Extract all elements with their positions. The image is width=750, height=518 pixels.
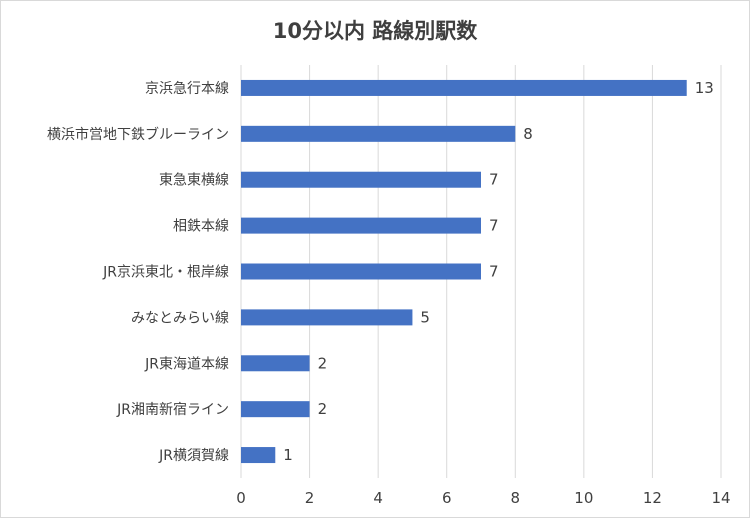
- data-label: 7: [489, 217, 499, 235]
- data-label: 2: [318, 400, 328, 418]
- x-tick-label: 8: [511, 489, 521, 507]
- x-tick-label: 4: [373, 489, 383, 507]
- bar: [241, 355, 310, 372]
- category-label: 東急東横線: [159, 173, 229, 189]
- category-label: JR京浜東北・根岸線: [102, 265, 229, 281]
- data-label: 1: [283, 446, 293, 464]
- category-label: JR湘南新宿ライン: [116, 401, 229, 418]
- bar: [241, 125, 516, 142]
- x-tick-label: 2: [305, 489, 315, 507]
- category-label: 横浜市営地下鉄ブルーライン: [47, 126, 229, 143]
- data-label: 7: [489, 171, 499, 189]
- data-label: 2: [318, 354, 328, 372]
- data-label: 5: [420, 308, 430, 326]
- category-label: 相鉄本線: [173, 219, 229, 235]
- category-label: 京浜急行本線: [145, 81, 229, 97]
- x-tick-label: 12: [643, 489, 662, 507]
- category-label: JR横須賀線: [158, 448, 229, 464]
- data-label: 8: [523, 125, 533, 143]
- data-label: 13: [695, 79, 714, 97]
- bar: [241, 447, 276, 464]
- bar: [241, 401, 310, 418]
- bar: [241, 309, 413, 326]
- x-tick-label: 14: [711, 489, 730, 507]
- chart-title: 10分以内 路線別駅数: [272, 19, 478, 43]
- bar: [241, 171, 481, 188]
- bar: [241, 263, 481, 280]
- x-tick-label: 10: [574, 489, 593, 507]
- category-label: みなとみらい線: [131, 310, 229, 326]
- x-tick-label: 6: [442, 489, 452, 507]
- x-tick-label: 0: [236, 489, 246, 507]
- data-label: 7: [489, 263, 499, 281]
- bar: [241, 79, 687, 96]
- category-label: JR東海道本線: [144, 356, 229, 372]
- bar: [241, 217, 481, 234]
